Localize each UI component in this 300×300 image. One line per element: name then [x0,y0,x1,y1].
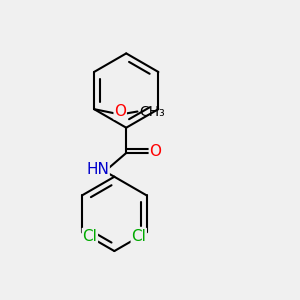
Text: CH₃: CH₃ [139,104,165,118]
Text: HN: HN [86,162,109,177]
Text: O: O [114,104,126,119]
Text: O: O [149,144,161,159]
Text: Cl: Cl [131,229,146,244]
Text: Cl: Cl [82,229,97,244]
